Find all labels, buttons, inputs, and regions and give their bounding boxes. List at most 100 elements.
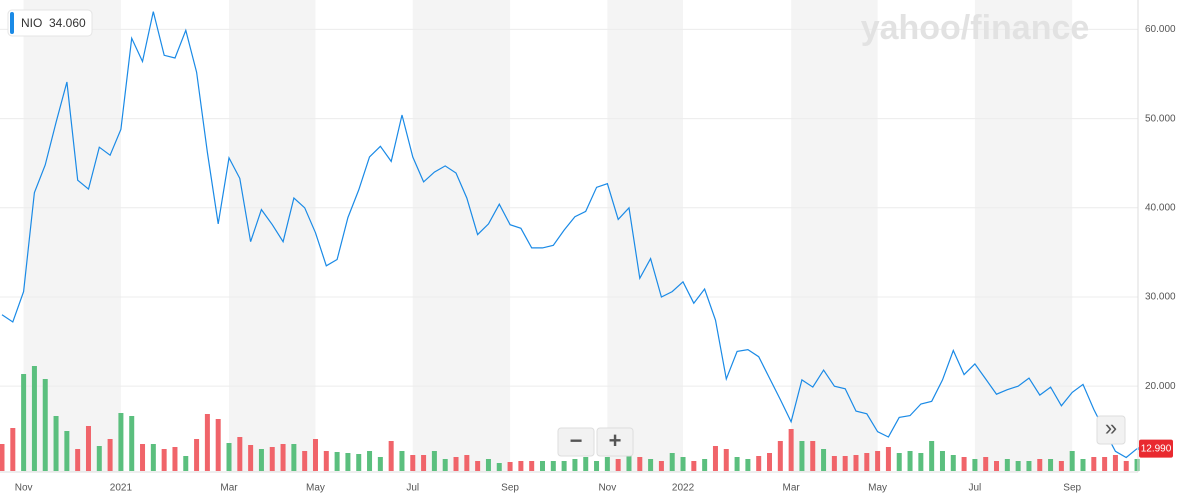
volume-bar: [345, 453, 351, 471]
volume-bar: [1102, 457, 1108, 471]
x-tick-label: Nov: [15, 483, 33, 494]
expand-button[interactable]: [1096, 415, 1126, 445]
volume-bar: [1069, 451, 1075, 471]
volume-bar: [518, 461, 524, 471]
volume-bar: [129, 416, 135, 471]
volume-bar: [464, 455, 470, 471]
volume-bar: [810, 441, 816, 471]
volume-bar: [972, 459, 978, 471]
month-band: [607, 0, 684, 472]
volume-bar: [540, 461, 545, 471]
volume-bar: [85, 426, 91, 471]
month-band: [23, 0, 121, 472]
zoom-out-button[interactable]: [557, 427, 595, 457]
y-tick-label: 30.000: [1145, 292, 1176, 303]
volume-bar: [367, 451, 373, 471]
volume-bar: [680, 457, 686, 471]
last-value-box: [1139, 439, 1173, 458]
badge-box: [7, 9, 93, 37]
volume-bar: [442, 459, 448, 471]
badge-value: 34.060: [49, 16, 86, 30]
volume-bar: [669, 453, 675, 471]
volume-bar: [529, 461, 535, 471]
volume-bar: [0, 444, 5, 471]
volume-bar: [929, 441, 935, 471]
volume-bar: [226, 443, 232, 471]
volume-bar: [788, 429, 794, 471]
volume-bar: [258, 449, 264, 471]
volume-bar: [53, 416, 59, 471]
volume-bar: [648, 459, 654, 471]
month-band: [974, 0, 1073, 472]
price-line: [1, 11, 1138, 459]
volume-bar: [204, 414, 210, 471]
volume-bar: [215, 419, 221, 471]
volume-bar: [994, 461, 1000, 471]
x-tick-label: Mar: [220, 483, 238, 494]
volume-bar: [723, 449, 729, 471]
volume-bar: [918, 453, 924, 471]
volume-bar: [734, 457, 740, 471]
zoom-in-button[interactable]: [596, 427, 634, 457]
volume-bar: [496, 463, 502, 471]
volume-bar: [421, 455, 427, 471]
volume-bar: [31, 366, 37, 471]
x-tick-label: Jul: [969, 483, 982, 494]
x-tick-label: Sep: [1063, 483, 1081, 494]
badge: NIO 34.060: [7, 9, 93, 37]
zoom-controls: − +: [557, 427, 634, 457]
zoom-in-label: +: [609, 428, 622, 453]
volume-bar: [702, 459, 708, 471]
expand-label: »: [1105, 415, 1117, 440]
volume-bar: [767, 453, 773, 471]
last-value-label: 12.990: [1141, 443, 1172, 454]
y-tick-label: 60.000: [1145, 24, 1176, 35]
volume-bar: [831, 456, 837, 471]
volume-bar: [691, 461, 697, 471]
badge-stripe: [10, 12, 14, 34]
x-tick-label: Mar: [783, 483, 801, 494]
volume-bar: [431, 451, 437, 471]
volume-bar: [107, 439, 113, 471]
volume-bar: [507, 462, 513, 471]
volume-bar: [572, 459, 578, 471]
volume-bar: [269, 447, 275, 471]
volume-bar: [658, 461, 664, 471]
y-tick-label: 40.000: [1145, 202, 1176, 213]
volume-bar: [1080, 459, 1086, 471]
volume-bar: [453, 457, 459, 471]
volume-bar: [745, 459, 751, 471]
volume-bar: [1123, 461, 1129, 471]
watermark: yahoo/finance: [861, 9, 1090, 47]
volume-bar: [821, 449, 827, 471]
x-tick-label: Nov: [598, 483, 616, 494]
volume-bar: [561, 461, 567, 471]
volume-bar: [280, 444, 286, 471]
volume-bar: [150, 444, 156, 471]
x-tick-label: Jul: [406, 483, 419, 494]
volume-bar: [604, 457, 610, 471]
volume-bar: [302, 451, 308, 471]
volume-bar: [1015, 461, 1021, 471]
volume-bar: [907, 451, 913, 471]
volume-bar: [756, 456, 762, 471]
x-tick-label: May: [868, 483, 887, 494]
volume-bar: [410, 455, 416, 471]
volume-bar: [64, 431, 70, 471]
volume-bar: [875, 451, 881, 471]
volume-bar: [1048, 459, 1054, 471]
badge-symbol: NIO: [21, 16, 42, 30]
volume-bar: [842, 456, 848, 471]
volume-bar: [475, 461, 481, 471]
volume-bar: [1091, 457, 1097, 471]
x-tick-label: 2022: [672, 483, 695, 494]
volume-bar: [161, 449, 167, 471]
volume-bar: [799, 441, 805, 471]
x-tick-label: Sep: [501, 483, 519, 494]
volume-bar: [939, 451, 945, 471]
volume-bar: [896, 453, 902, 471]
grid: [0, 28, 1138, 387]
volume-bar: [172, 447, 178, 471]
volume-bar: [594, 461, 600, 471]
y-tick-label: 50.000: [1145, 113, 1176, 124]
